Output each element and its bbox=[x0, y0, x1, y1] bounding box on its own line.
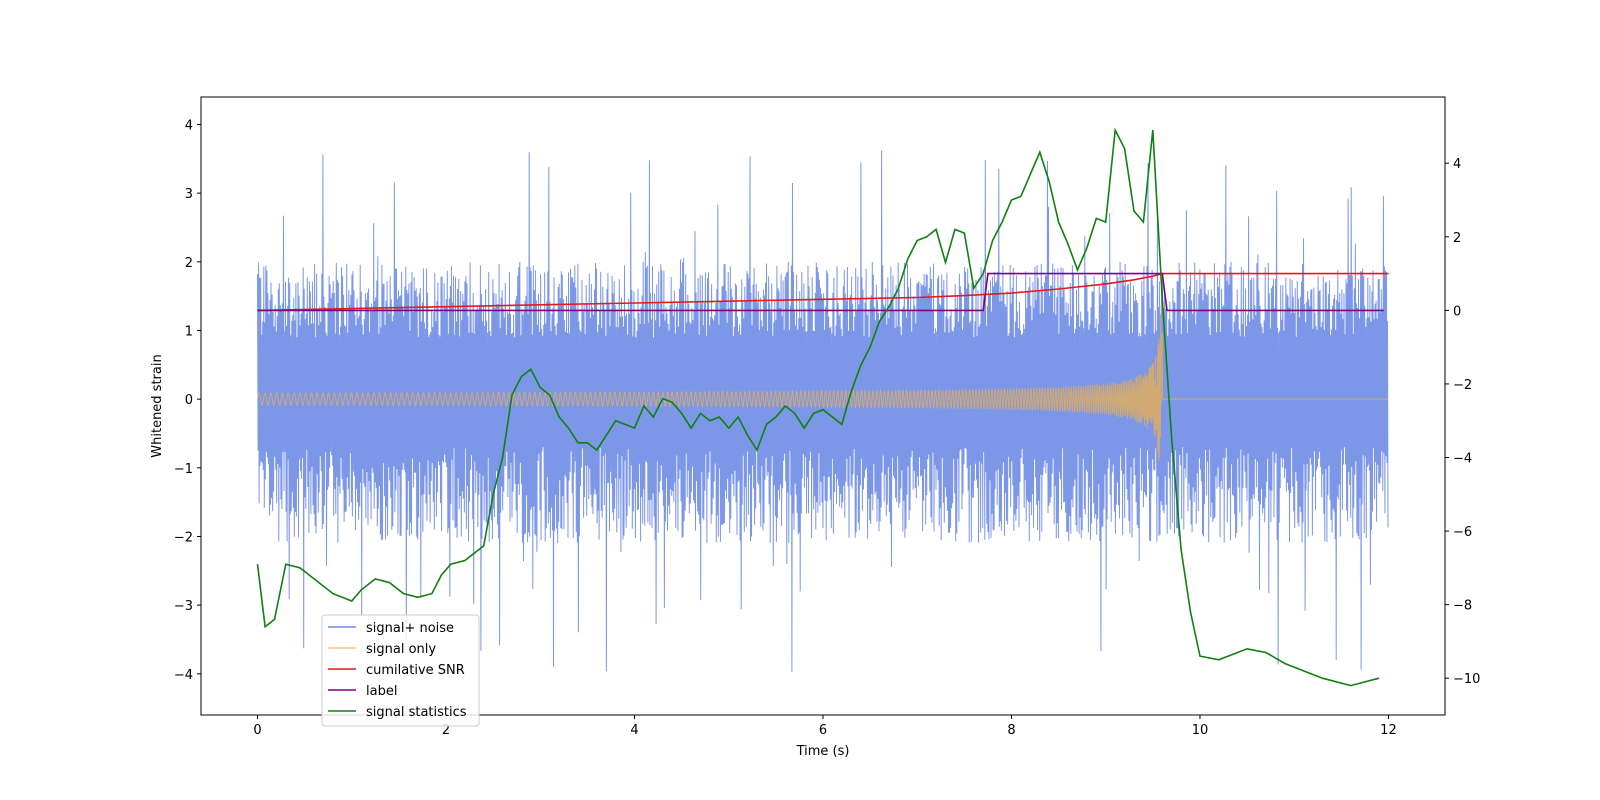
y2-tick-label: 4 bbox=[1453, 157, 1461, 172]
x-axis-label: Time (s) bbox=[796, 744, 850, 759]
legend-entry-label: signal only bbox=[366, 642, 436, 657]
y-axis-left: −4 −3 −2 −1 0 1 2 3 4 bbox=[174, 118, 201, 683]
x-tick-label: 6 bbox=[819, 723, 827, 738]
x-tick-label: 0 bbox=[253, 723, 261, 738]
y-tick-label: 2 bbox=[185, 256, 193, 271]
y-tick-label: −2 bbox=[174, 530, 193, 545]
x-tick-label: 12 bbox=[1380, 723, 1397, 738]
y2-tick-label: −6 bbox=[1453, 525, 1472, 540]
y2-tick-label: −8 bbox=[1453, 599, 1472, 614]
plot-area bbox=[256, 127, 1389, 687]
y-tick-label: 3 bbox=[185, 187, 193, 202]
y2-tick-label: −10 bbox=[1453, 672, 1480, 687]
y-tick-label: −1 bbox=[174, 462, 193, 477]
y-tick-label: −3 bbox=[174, 599, 193, 614]
x-tick-label: 10 bbox=[1192, 723, 1209, 738]
legend-entry-label: label bbox=[366, 684, 397, 699]
series-cumilative-snr-line bbox=[257, 272, 1389, 312]
x-tick-label: 4 bbox=[630, 723, 638, 738]
legend-entry-label: signal statistics bbox=[366, 705, 467, 720]
x-tick-label: 8 bbox=[1007, 723, 1015, 738]
y-tick-label: 4 bbox=[185, 118, 193, 133]
legend: signal+ noise signal only cumilative SNR la… bbox=[321, 614, 480, 727]
legend-entry-label: cumilative SNR bbox=[366, 663, 465, 678]
series-signal-only-line bbox=[257, 304, 1389, 461]
y-tick-label: 1 bbox=[185, 324, 193, 339]
y-tick-label: 0 bbox=[185, 393, 193, 408]
series-label-line bbox=[257, 272, 1384, 312]
series-signal-statistics-line bbox=[256, 127, 1380, 687]
x-tick-label: 2 bbox=[442, 723, 450, 738]
series-signal-noise-line bbox=[257, 150, 1389, 672]
y2-tick-label: 2 bbox=[1453, 231, 1461, 246]
y2-tick-label: −4 bbox=[1453, 452, 1472, 467]
legend-entry-label: signal+ noise bbox=[366, 621, 454, 636]
y-axis-label: Whitened strain bbox=[150, 354, 165, 457]
y-axis-right: −10 −8 −6 −4 −2 0 2 4 bbox=[1445, 157, 1480, 687]
y-tick-label: −4 bbox=[174, 668, 193, 683]
y2-tick-label: −2 bbox=[1453, 378, 1472, 393]
legend-box bbox=[321, 614, 480, 727]
y2-tick-label: 0 bbox=[1453, 304, 1461, 319]
